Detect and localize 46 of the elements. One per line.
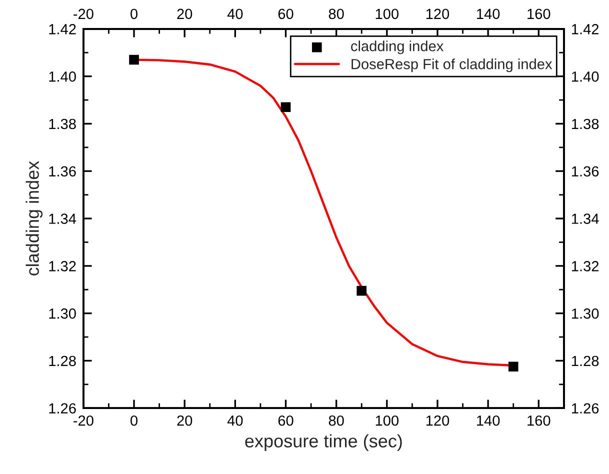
- point: [508, 362, 518, 372]
- x-tick-label: 120: [426, 415, 450, 426]
- y-tick-label: 1.32: [49, 261, 76, 272]
- y2-tick-label: 1.30: [572, 308, 599, 319]
- y2-tick-label: 1.26: [572, 403, 599, 414]
- y2-tick-label: 1.32: [572, 261, 599, 272]
- y-tick-label: 1.30: [49, 308, 76, 319]
- y-tick-label: 1.28: [49, 356, 76, 366]
- x-tick-label: 40: [227, 415, 243, 426]
- x-axis-title: exposure time (sec): [245, 434, 402, 452]
- y-axis-title: cladding index: [26, 160, 43, 276]
- y2-tick-label: 1.38: [572, 118, 599, 130]
- x2-tick-label: 40: [227, 8, 243, 20]
- x2-tick-label: 140: [477, 8, 500, 20]
- legend-label: DoseResp Fit of cladding index: [352, 58, 552, 72]
- y2-tick-label: 1.28: [572, 356, 599, 366]
- x2-tick-label: 120: [426, 8, 450, 20]
- x-tick-label: 80: [328, 415, 344, 426]
- x2-tick-label: 160: [528, 8, 550, 20]
- y-tick-label: 1.40: [49, 71, 76, 82]
- x2-tick-label: -20: [74, 8, 94, 20]
- x2-tick-label: 60: [278, 8, 294, 20]
- y2-tick-label: 1.40: [572, 71, 599, 82]
- x-tick-label: -20: [74, 415, 94, 426]
- y2-tick-label: 1.42: [572, 24, 599, 34]
- y-tick-label: 1.42: [49, 24, 76, 34]
- x2-tick-label: 0: [130, 8, 138, 20]
- x2-tick-label: 80: [328, 8, 344, 20]
- x-tick-label: 0: [130, 415, 138, 426]
- x-tick-label: 100: [376, 415, 399, 426]
- y2-tick-label: 1.34: [572, 214, 599, 224]
- legend-label: cladding index: [351, 40, 444, 54]
- y-tick-label: 1.26: [49, 403, 76, 414]
- point: [129, 54, 139, 65]
- point: [280, 102, 291, 112]
- x-tick-label: 160: [528, 415, 550, 426]
- x2-tick-label: 20: [177, 8, 192, 20]
- point: [356, 286, 367, 296]
- y2-tick-label: 1.36: [572, 166, 599, 177]
- x-tick-label: 60: [278, 415, 294, 426]
- y-tick-label: 1.38: [49, 118, 76, 130]
- x-tick-label: 20: [177, 415, 192, 426]
- x2-tick-label: 100: [376, 8, 399, 20]
- y-tick-label: 1.36: [49, 166, 76, 177]
- x-tick-label: 140: [477, 415, 500, 426]
- y-tick-label: 1.34: [49, 214, 76, 224]
